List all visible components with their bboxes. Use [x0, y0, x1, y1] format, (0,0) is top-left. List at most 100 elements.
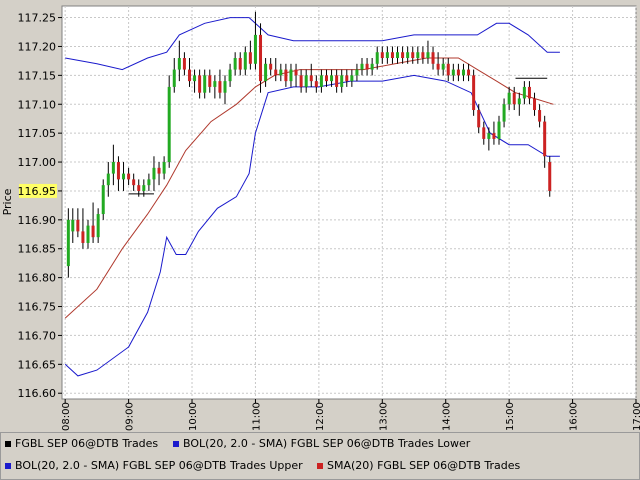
plot-area [61, 5, 637, 400]
candle-body [208, 75, 212, 87]
x-tick-label: 17:00 [632, 402, 640, 431]
candle-body [548, 162, 552, 191]
candle-body [309, 75, 313, 82]
y-axis: 117.25 117.20 117.15 117.10 117.05 117.00 116.… [18, 12, 62, 400]
legend-label: SMA(20) FGBL SEP 06@DTB Trades [327, 459, 521, 472]
candle-body [248, 52, 252, 64]
candle-body [472, 75, 476, 111]
y-tick-label: 117.20 [18, 40, 57, 53]
candle-body [76, 219, 80, 232]
candle-body [86, 225, 90, 243]
candle-body [396, 52, 400, 59]
lower-band-line [64, 74, 560, 377]
candle-body [147, 179, 151, 186]
candle-body [243, 52, 247, 70]
legend-item-trades: FGBL SEP 06@DTB Trades [5, 437, 158, 450]
candle-body [223, 81, 227, 93]
y-tick-label: 117.25 [18, 12, 57, 25]
legend-item-sma: SMA(20) FGBL SEP 06@DTB Trades [317, 459, 520, 472]
candle-body [538, 110, 542, 122]
y-tick-label: 116.95 [18, 185, 57, 198]
candle-body [203, 75, 207, 93]
candle-body [238, 58, 242, 70]
candle-body [142, 185, 146, 191]
candle-body [533, 98, 537, 111]
candle-body [198, 75, 202, 93]
legend-label: BOL(20, 2.0 - SMA) FGBL SEP 06@DTB Trade… [183, 437, 471, 450]
candle-body [269, 63, 273, 70]
x-axis: 08:00 09:00 10:00 11:00 12:00 13:00 14:00 15:00… [61, 399, 640, 431]
x-tick-label: 16:00 [569, 402, 580, 431]
candle-body [527, 86, 531, 99]
candle-body [522, 86, 526, 99]
x-tick-label: 15:00 [505, 402, 516, 431]
candle-body [314, 81, 318, 87]
candle-body [380, 52, 384, 59]
y-tick-label: 117.00 [18, 156, 57, 169]
candle-body [324, 75, 328, 82]
candle-body [233, 58, 237, 70]
legend-item-bol-lower: BOL(20, 2.0 - SMA) FGBL SEP 06@DTB Trade… [173, 437, 470, 450]
candle-body [116, 162, 120, 180]
candle-body [375, 52, 379, 64]
legend-swatch-bol-upper [5, 463, 11, 469]
y-tick-label: 116.70 [18, 329, 57, 342]
candle-body [350, 75, 354, 82]
candle-body [487, 133, 491, 139]
candle-body [299, 75, 303, 87]
candle-body [253, 34, 257, 64]
y-tick-label: 116.85 [18, 243, 57, 256]
x-tick-label: 10:00 [188, 402, 199, 431]
candle-body [304, 75, 308, 87]
candle-body [162, 162, 166, 174]
y-tick-label: 116.90 [18, 214, 57, 227]
candle-body [492, 133, 496, 139]
x-tick-label: 14:00 [442, 402, 453, 431]
candle-body [111, 162, 115, 174]
candle-body [360, 63, 364, 70]
candle-body [401, 52, 405, 59]
candle-body [390, 52, 394, 59]
candle-body [132, 179, 136, 186]
candle-body [477, 110, 481, 128]
candle-body [264, 63, 268, 82]
candle-body [431, 52, 435, 64]
candle-body [182, 58, 186, 70]
grid [62, 6, 637, 399]
candle-body [81, 231, 85, 243]
candle-body [446, 63, 450, 76]
candle-body [91, 225, 95, 238]
candle-body [406, 52, 410, 59]
legend-label: FGBL SEP 06@DTB Trades [15, 437, 159, 450]
candle-body [152, 167, 156, 180]
candle-body [66, 219, 70, 267]
candle-body [467, 69, 471, 76]
candle-body [187, 69, 191, 82]
candle-body [71, 219, 75, 232]
legend-swatch-bol-lower [173, 441, 179, 447]
x-tick-label: 13:00 [378, 402, 389, 431]
y-tick-label: 116.80 [18, 272, 57, 285]
candle-body [319, 75, 323, 87]
candle-body [127, 173, 131, 180]
candle-body [385, 52, 389, 59]
candle-body [167, 86, 171, 163]
candle-body [279, 69, 283, 76]
candle-body [259, 34, 263, 82]
sma-line [64, 57, 554, 319]
candle-body [340, 75, 344, 87]
candles [66, 11, 552, 278]
price-chart: 117.25 117.20 117.15 117.10 117.05 117.00 116.… [1, 5, 640, 431]
x-tick-label: 11:00 [251, 402, 262, 431]
candle-body [451, 69, 455, 76]
candle-body [294, 69, 298, 76]
legend-item-bol-upper: BOL(20, 2.0 - SMA) FGBL SEP 06@DTB Trade… [5, 459, 303, 472]
y-tick-label: 116.75 [18, 301, 57, 314]
bollinger-bands [64, 17, 560, 377]
y-tick-label: 116.60 [18, 387, 57, 400]
candle-body [172, 69, 176, 87]
candle-body [157, 167, 161, 174]
candle-body [456, 69, 460, 76]
candle-body [274, 69, 278, 76]
candle-body [330, 75, 334, 82]
